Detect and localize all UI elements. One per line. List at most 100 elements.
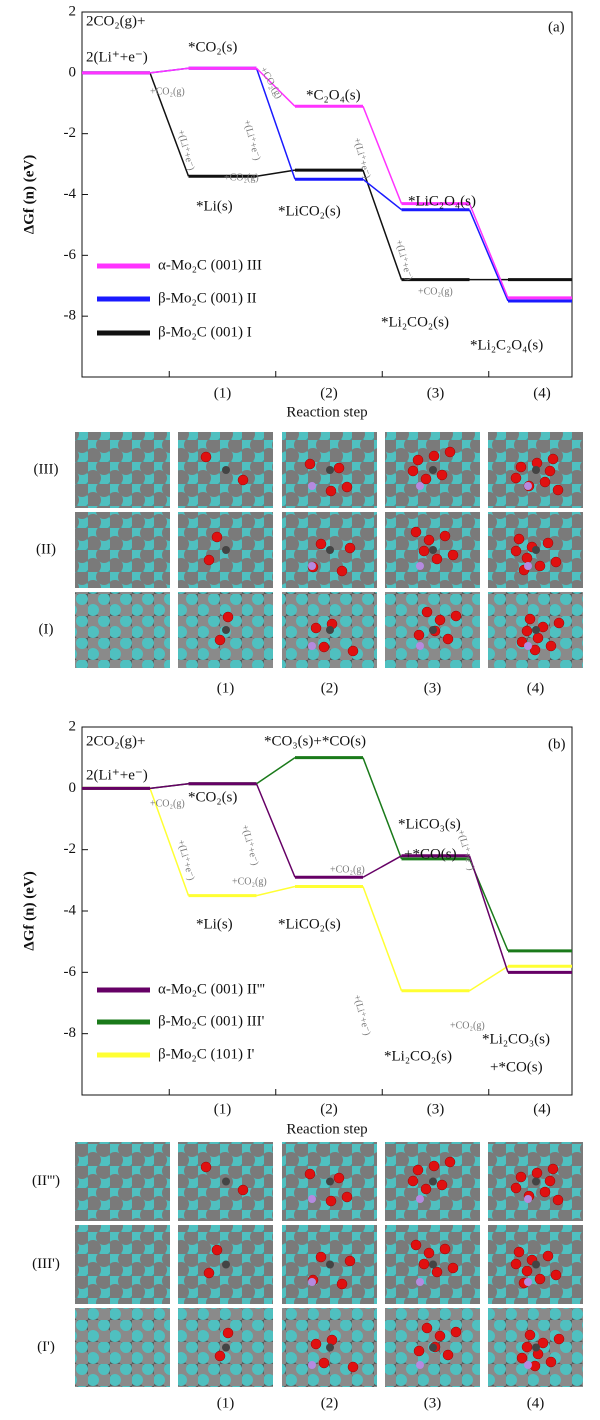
surface (75, 432, 170, 508)
y-tick-label: 2 (69, 718, 77, 734)
oxygen-atom (447, 549, 459, 561)
structure-image (488, 512, 583, 588)
oxygen-atom (341, 481, 353, 493)
oxygen-atom (318, 641, 330, 653)
connector (149, 67, 189, 74)
oxygen-atom (544, 1175, 556, 1187)
surface (75, 592, 170, 668)
y-tick-label: 0 (69, 780, 77, 796)
y-tick-label: -8 (64, 308, 77, 324)
oxygen-atom (553, 1333, 565, 1345)
oxygen-atom (413, 629, 425, 641)
carbon-atom (326, 466, 334, 474)
oxygen-atom (412, 454, 424, 466)
lithium-atom (308, 562, 316, 570)
legend-label: β-Mo₂C (101) I' (158, 1046, 255, 1062)
annotation: 2CO₂(g)+ (86, 13, 146, 29)
y-tick-label: 0 (69, 64, 77, 80)
lithium-atom (416, 1278, 424, 1286)
annotation: +CO₂(g) (232, 876, 267, 887)
connector (255, 783, 296, 878)
x-tick-label: (3) (427, 385, 445, 401)
carbon-atom (532, 1343, 540, 1352)
oxygen-atom (545, 1356, 557, 1368)
connector (468, 209, 509, 302)
oxygen-atom (423, 534, 435, 546)
oxygen-atom (413, 1345, 425, 1357)
y-tick-label: -4 (64, 186, 77, 202)
column-label: (4) (527, 1395, 545, 1411)
oxygen-atom (521, 552, 533, 564)
legend-label: α-Mo₂C (001) II''' (158, 981, 265, 997)
oxygen-atom (524, 613, 536, 625)
column-label: (3) (424, 1395, 442, 1411)
oxygen-atom (214, 634, 226, 646)
oxygen-atom (534, 560, 546, 572)
lithium-atom (308, 482, 316, 490)
oxygen-atom (336, 1278, 348, 1290)
oxygen-atom (325, 1195, 337, 1207)
oxygen-atom (344, 542, 356, 554)
structure-image (178, 1225, 273, 1304)
structure-image (282, 432, 377, 508)
oxygen-atom (304, 1168, 316, 1180)
annotation: +CO₂(g) (150, 798, 185, 809)
oxygen-atom (325, 485, 337, 497)
annotation: *Li₂CO₃(s) (482, 1031, 550, 1047)
oxygen-atom (211, 531, 223, 543)
annotation: *LiCO₃(s) (398, 816, 461, 832)
carbon-atom (429, 626, 437, 634)
oxygen-atom (421, 606, 433, 618)
oxygen-atom (310, 622, 322, 634)
row-label: (III') (32, 1256, 60, 1272)
x-axis-label: Reaction step (286, 1121, 367, 1137)
connector (149, 72, 190, 177)
structure-image (75, 1308, 170, 1387)
structure-image (488, 432, 583, 508)
oxygen-atom (410, 1239, 422, 1251)
oxygen-atom (203, 554, 215, 566)
oxygen-atom (534, 1273, 546, 1285)
oxygen-atom (431, 553, 443, 565)
oxygen-atom (516, 1352, 528, 1364)
oxygen-atom (447, 1262, 459, 1274)
structure-image (385, 592, 480, 668)
oxygen-atom (513, 533, 525, 545)
oxygen-atom (531, 1167, 543, 1179)
carbon-atom (326, 626, 334, 634)
annotation: +CO₂(g) (418, 286, 453, 297)
column-label: (4) (527, 680, 545, 696)
carbon-atom (532, 1260, 540, 1269)
row-label: (II) (36, 541, 56, 557)
connector (149, 782, 189, 790)
column-label: (1) (217, 680, 235, 696)
oxygen-atom (237, 474, 249, 486)
carbon-atom (532, 626, 540, 634)
lithium-atom (308, 1195, 316, 1203)
connector (362, 757, 403, 860)
oxygen-atom (442, 1349, 454, 1361)
oxygen-atom (347, 1361, 359, 1373)
oxygen-atom (336, 565, 348, 577)
surface (75, 1142, 170, 1221)
x-tick-label: (2) (320, 1101, 338, 1117)
oxygen-atom (420, 473, 432, 485)
oxygen-atom (318, 1357, 330, 1369)
oxygen-atom (418, 545, 430, 557)
structure-image (385, 512, 480, 588)
x-tick-label: (2) (320, 385, 338, 401)
annotation: *Li₂CO₂(s) (381, 314, 449, 330)
oxygen-atom (542, 537, 554, 549)
oxygen-atom (310, 1338, 322, 1350)
annotation: +(Li⁺+e⁻) (175, 839, 196, 882)
annotation: *Li₂CO₂(s) (384, 1048, 452, 1064)
structure-image (385, 1225, 480, 1304)
carbon-atom (532, 466, 540, 474)
lithium-atom (524, 482, 532, 490)
x-tick-label: (3) (427, 1101, 445, 1117)
y-axis-label: ΔGf (n) (eV) (21, 155, 37, 234)
carbon-atom (532, 546, 540, 554)
oxygen-atom (412, 1164, 424, 1176)
oxygen-atom (439, 530, 451, 542)
